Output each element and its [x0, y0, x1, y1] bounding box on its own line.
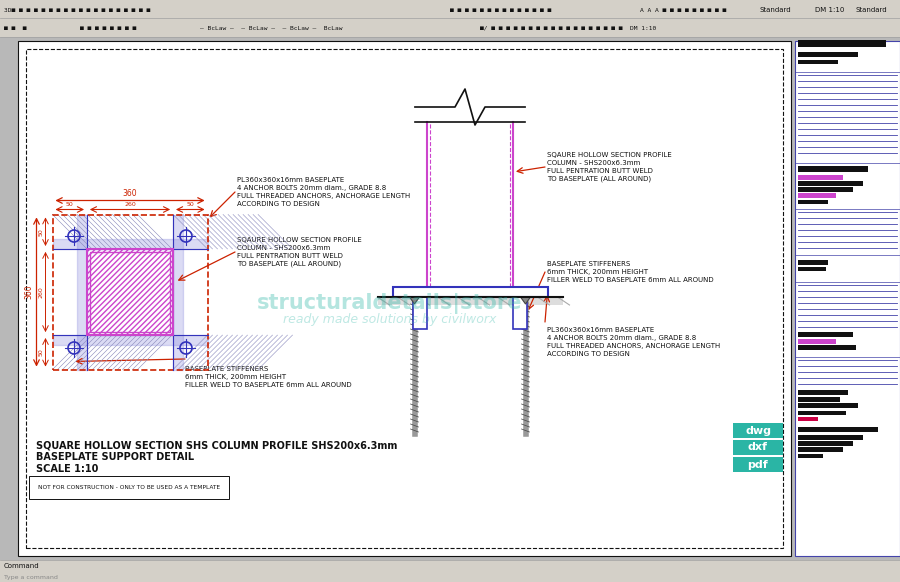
Bar: [733, 457, 783, 472]
Text: Standard: Standard: [760, 7, 792, 13]
Bar: [798, 447, 843, 452]
Bar: [733, 440, 783, 455]
Bar: [798, 193, 836, 198]
Bar: [798, 397, 840, 402]
Bar: [798, 441, 853, 446]
Bar: [798, 40, 886, 47]
Text: 360: 360: [122, 189, 138, 197]
Text: — BcLaw —  — BcLaw —  — BcLaw —  BcLaw: — BcLaw — — BcLaw — — BcLaw — BcLaw: [200, 26, 343, 30]
Text: BASEPLATE STIFFENERS
6mm THICK, 200mm HEIGHT
FILLER WELD TO BASEPLATE 6mm ALL AR: BASEPLATE STIFFENERS 6mm THICK, 200mm HE…: [547, 261, 714, 283]
Polygon shape: [513, 297, 527, 329]
Text: 50: 50: [186, 203, 194, 208]
Text: NOT FOR CONSTRUCTION - ONLY TO BE USED AS A TEMPLATE: NOT FOR CONSTRUCTION - ONLY TO BE USED A…: [38, 485, 220, 490]
Bar: [798, 332, 853, 337]
Text: ■ ■ ■ ■ ■ ■ ■ ■ ■ ■ ■ ■ ■ ■: ■ ■ ■ ■ ■ ■ ■ ■ ■ ■ ■ ■ ■ ■: [450, 8, 551, 12]
Bar: [798, 166, 868, 172]
Text: Standard: Standard: [855, 7, 886, 13]
Text: Command: Command: [4, 563, 40, 569]
Bar: [18, 41, 791, 556]
Text: dwg: dwg: [745, 425, 771, 435]
Bar: [798, 60, 838, 64]
Bar: [798, 187, 853, 192]
Polygon shape: [413, 297, 427, 329]
Text: SQAURE HOLLOW SECTION PROFILE
COLUMN - SHS200x6.3mm
FULL PENTRATION BUTT WELD
TO: SQAURE HOLLOW SECTION PROFILE COLUMN - S…: [237, 237, 362, 267]
Text: ■ ■ ■ ■ ■ ■ ■ ■: ■ ■ ■ ■ ■ ■ ■ ■: [80, 26, 136, 30]
Text: SQUARE HOLLOW SECTION SHS COLUMN PROFILE SHS200x6.3mm: SQUARE HOLLOW SECTION SHS COLUMN PROFILE…: [36, 440, 398, 450]
Text: Type a command: Type a command: [4, 576, 58, 580]
Polygon shape: [392, 287, 547, 297]
Bar: [798, 181, 863, 186]
Bar: [798, 345, 856, 350]
Text: 260: 260: [124, 203, 136, 208]
Polygon shape: [520, 297, 530, 304]
Text: 50: 50: [39, 349, 43, 356]
Polygon shape: [410, 297, 419, 304]
Text: PL360x360x16mm BASEPLATE
4 ANCHOR BOLTS 20mm diam., GRADE 8.8
FULL THREADED ANCH: PL360x360x16mm BASEPLATE 4 ANCHOR BOLTS …: [547, 327, 720, 357]
Bar: [798, 260, 828, 265]
Bar: [798, 403, 858, 408]
Bar: [798, 417, 818, 421]
Text: 50: 50: [66, 203, 74, 208]
Bar: [798, 267, 826, 271]
Text: pdf: pdf: [748, 460, 769, 470]
Bar: [798, 454, 823, 458]
Text: ■ ■  ■: ■ ■ ■: [4, 26, 26, 30]
Text: structuraldetails|store: structuraldetails|store: [257, 293, 523, 314]
Text: SCALE 1:10: SCALE 1:10: [36, 464, 98, 474]
Bar: [798, 411, 846, 415]
Text: ■/ ■ ■ ■ ■ ■ ■ ■ ■ ■ ■ ■ ■ ■ ■ ■ ■ ■ ■  DM 1:10: ■/ ■ ■ ■ ■ ■ ■ ■ ■ ■ ■ ■ ■ ■ ■ ■ ■ ■ ■ D…: [480, 26, 656, 30]
Bar: [798, 200, 828, 204]
Text: 50: 50: [39, 228, 43, 236]
Bar: [798, 175, 843, 180]
Text: 360: 360: [24, 285, 33, 299]
Bar: [733, 423, 783, 438]
Polygon shape: [377, 297, 562, 305]
Text: SQAURE HOLLOW SECTION PROFILE
COLUMN - SHS200x6.3mm
FULL PENTRATION BUTT WELD
TO: SQAURE HOLLOW SECTION PROFILE COLUMN - S…: [547, 152, 671, 182]
Text: A A A ■ ■ ■ ■ ■ ■ ■ ■ ■: A A A ■ ■ ■ ■ ■ ■ ■ ■ ■: [640, 8, 726, 12]
Text: PL360x360x16mm BASEPLATE
4 ANCHOR BOLTS 20mm diam., GRADE 8.8
FULL THREADED ANCH: PL360x360x16mm BASEPLATE 4 ANCHOR BOLTS …: [237, 177, 410, 207]
Bar: [795, 41, 900, 556]
Text: 3D■ ■ ■ ■ ■ ■ ■ ■ ■ ■ ■ ■ ■ ■ ■ ■ ■ ■ ■: 3D■ ■ ■ ■ ■ ■ ■ ■ ■ ■ ■ ■ ■ ■ ■ ■ ■ ■ ■: [4, 8, 150, 12]
Text: dxf: dxf: [748, 442, 768, 452]
Bar: [26, 49, 783, 548]
Bar: [798, 435, 863, 440]
Bar: [798, 339, 836, 344]
Text: DM 1:10: DM 1:10: [815, 7, 844, 13]
Bar: [798, 52, 858, 57]
Bar: [798, 390, 848, 395]
Bar: [0, 560, 900, 582]
Bar: [0, 0, 900, 37]
Text: 260: 260: [39, 286, 43, 298]
Text: BASEPLATE STIFFENERS
6mm THICK, 200mm HEIGHT
FILLER WELD TO BASEPLATE 6mm ALL AR: BASEPLATE STIFFENERS 6mm THICK, 200mm HE…: [185, 366, 352, 388]
Bar: [798, 427, 878, 432]
Text: ready made solutions by civilworx: ready made solutions by civilworx: [284, 313, 497, 325]
Text: BASEPLATE SUPPORT DETAIL: BASEPLATE SUPPORT DETAIL: [36, 452, 194, 462]
